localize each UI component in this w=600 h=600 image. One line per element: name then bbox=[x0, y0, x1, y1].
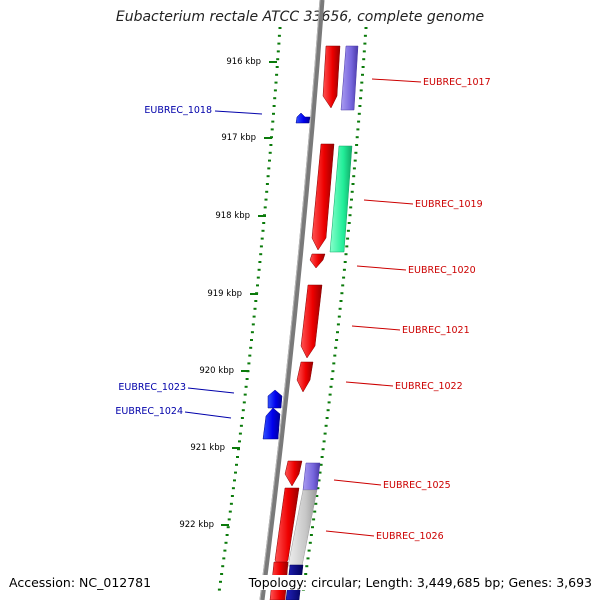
gene-label-eubrec-1023[interactable]: EUBREC_1023 bbox=[118, 382, 186, 393]
accession-label: Accession: bbox=[9, 575, 76, 590]
gene-arrow-eubrec-1019[interactable] bbox=[311, 143, 335, 251]
kbp-label: 919 kbp bbox=[207, 289, 242, 299]
leader-eubrec-1022 bbox=[345, 381, 394, 387]
leader-eubrec-1026 bbox=[325, 530, 375, 537]
kbp-label: 921 kbp bbox=[190, 443, 225, 453]
leader-eubrec-1023 bbox=[187, 387, 235, 394]
gene-arrow-eubrec-1025[interactable] bbox=[284, 460, 303, 487]
backbone-line bbox=[259, 0, 325, 600]
gene-labels: EUBREC_1017 EUBREC_1018 EUBREC_1019 EUBR… bbox=[115, 77, 490, 542]
label-leaders bbox=[184, 78, 422, 537]
genome-title: Eubacterium rectale ATCC 33656, complete… bbox=[115, 9, 485, 25]
gene-label-eubrec-1018[interactable]: EUBREC_1018 bbox=[144, 105, 212, 116]
gene-arrow-eubrec-1021[interactable] bbox=[300, 284, 323, 359]
gene-arrow-eubrec-1023[interactable] bbox=[267, 389, 283, 409]
leader-eubrec-1017 bbox=[371, 78, 422, 83]
topology-value: circular bbox=[311, 575, 358, 590]
leader-eubrec-1020 bbox=[356, 265, 407, 271]
accession-value: NC_012781 bbox=[79, 575, 152, 590]
leader-eubrec-1024 bbox=[184, 411, 232, 419]
kbp-label: 917 kbp bbox=[221, 133, 256, 143]
gene-label-eubrec-1025[interactable]: EUBREC_1025 bbox=[383, 480, 451, 491]
gene-bar-green-1019[interactable] bbox=[329, 145, 353, 253]
gene-label-eubrec-1024[interactable]: EUBREC_1024 bbox=[115, 406, 183, 417]
topology-label: Topology: bbox=[248, 575, 308, 590]
gene-label-eubrec-1026[interactable]: EUBREC_1026 bbox=[376, 531, 444, 542]
genome-summary: Topology: circular; Length: 3,449,685 bp… bbox=[246, 575, 592, 590]
gene-label-eubrec-1021[interactable]: EUBREC_1021 bbox=[402, 325, 470, 336]
leader-eubrec-1025 bbox=[333, 479, 382, 486]
kbp-scale: 916 kbp 917 kbp 918 kbp 919 kbp 920 kbp … bbox=[179, 57, 277, 530]
length-value: 3,449,685 bp bbox=[416, 575, 501, 590]
gene-bar-purple-1025[interactable] bbox=[302, 462, 321, 491]
gene-label-eubrec-1017[interactable]: EUBREC_1017 bbox=[423, 77, 491, 88]
gene-bar-purple-1017[interactable] bbox=[340, 45, 359, 111]
kbp-label: 922 kbp bbox=[179, 520, 214, 530]
kbp-label: 920 kbp bbox=[199, 366, 234, 376]
gene-label-eubrec-1019[interactable]: EUBREC_1019 bbox=[415, 199, 483, 210]
gene-arrow-eubrec-1022[interactable] bbox=[296, 361, 314, 393]
leader-eubrec-1019 bbox=[363, 199, 414, 205]
reverse-genes bbox=[262, 112, 311, 440]
genes-value: 3,693 bbox=[556, 575, 592, 590]
genes-label: Genes: bbox=[508, 575, 553, 590]
leader-eubrec-1021 bbox=[351, 325, 401, 331]
kbp-label: 916 kbp bbox=[226, 57, 261, 67]
gene-arrow-eubrec-1020[interactable] bbox=[309, 253, 326, 269]
backbone-highlight bbox=[259, 0, 321, 600]
gene-arrow-eubrec-1017[interactable] bbox=[322, 45, 341, 109]
leader-eubrec-1018 bbox=[214, 110, 263, 115]
forward-genes bbox=[269, 45, 341, 600]
gene-arrow-eubrec-1024[interactable] bbox=[262, 407, 281, 440]
accession-info: Accession: NC_012781 bbox=[9, 575, 152, 590]
length-label: Length: bbox=[365, 575, 413, 590]
gene-label-eubrec-1020[interactable]: EUBREC_1020 bbox=[408, 265, 476, 276]
gene-arrow-eubrec-1018[interactable] bbox=[295, 112, 311, 124]
kbp-label: 918 kbp bbox=[215, 211, 250, 221]
companion-genes bbox=[285, 45, 359, 600]
gene-label-eubrec-1022[interactable]: EUBREC_1022 bbox=[395, 381, 463, 392]
